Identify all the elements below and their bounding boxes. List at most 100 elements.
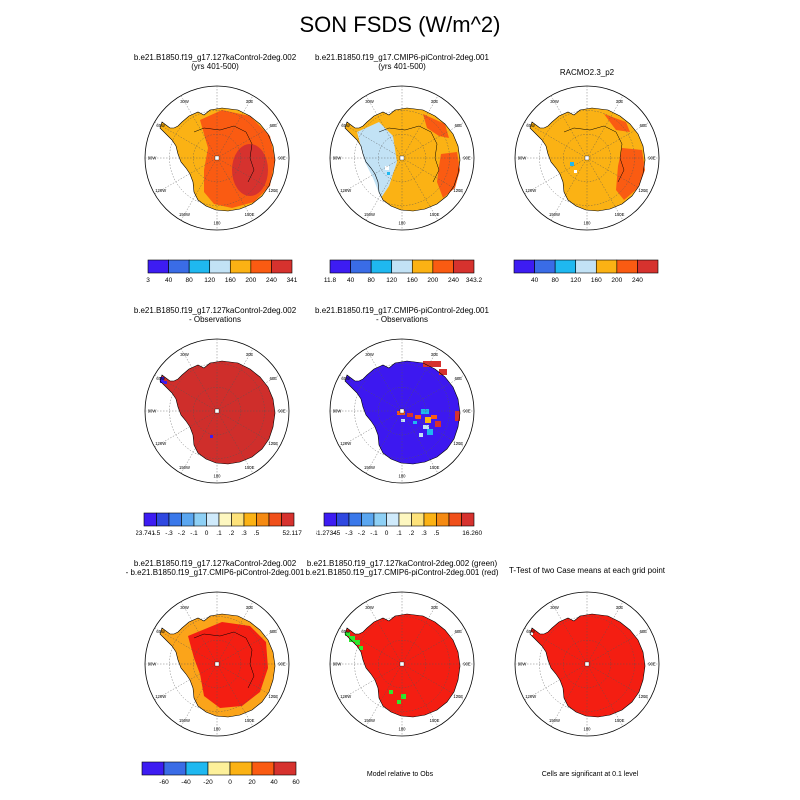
longitude-label: 120E — [638, 694, 648, 699]
field-cell — [407, 413, 413, 417]
colorbar-tick-label: 341 — [287, 277, 298, 284]
longitude-label: 120W — [155, 441, 166, 446]
field-cell — [423, 425, 429, 429]
ice-contour — [378, 125, 440, 183]
field-cell — [210, 435, 213, 438]
longitude-label: 150W — [179, 212, 190, 217]
colorbar-tick-label: -40 — [181, 779, 191, 786]
colorbar-swatch — [229, 761, 253, 776]
longitude-label: 60E — [455, 629, 463, 634]
field-cell — [401, 419, 405, 422]
longitude-label: 90W — [148, 662, 157, 667]
colorbar-swatch — [575, 259, 597, 274]
colorbar-swatch — [361, 512, 375, 527]
longitude-label: 60W — [156, 629, 165, 634]
latitude-circle — [539, 110, 635, 206]
longitude-label: 150E — [615, 718, 625, 723]
colorbar-tick-label: 160 — [591, 277, 602, 284]
longitude-label: 120E — [268, 694, 278, 699]
colorbar-p12: 11.8 40 80 120 160 200 240 343.2 — [324, 259, 482, 284]
longitude-label: 150E — [245, 465, 255, 470]
longitude-label: 90W — [333, 409, 342, 414]
longitude-label: 30E — [431, 605, 439, 610]
map-panel-p12: 30E 60E 90E 120E 150E 180 150W 120W 90W 60W 30W — [329, 85, 475, 231]
longitude-label: 90W — [518, 156, 527, 161]
colorbar-tick-label: 0 — [228, 779, 232, 786]
colorbar-p21: -23.741-.5 -.3 -.2 -.1 0 .1 .2 .3 .5 52.1175 — [136, 512, 302, 537]
longitude-label: 180 — [214, 727, 222, 732]
longitude-label: 60E — [270, 629, 278, 634]
field-cell — [359, 646, 363, 650]
colorbar-tick-label: 0 — [385, 530, 389, 537]
longitude-label: 30W — [550, 605, 559, 610]
coastline — [159, 360, 276, 465]
longitude-label: 150W — [549, 212, 560, 217]
longitude-label: 30W — [365, 99, 374, 104]
field-cell — [431, 415, 437, 419]
colorbar-swatch — [423, 512, 437, 527]
colorbar-swatch — [156, 512, 170, 527]
colorbar-swatch — [251, 761, 275, 776]
colorbar-tick-label: 200 — [245, 277, 256, 284]
pole-marker — [399, 661, 405, 667]
map-panel-p11: 30E 60E 90E 120E 150E 180 150W 120W 90W 60W 30W — [144, 85, 290, 231]
colorbar-tick-label: -.1 — [370, 530, 378, 537]
colorbar-swatch — [554, 259, 577, 274]
map-panel-p22: 30E 60E 90E 120E 150E 180 150W 120W 90W 60W 30W — [329, 338, 475, 484]
map-panel-p32: 30E 60E 90E 120E 150E 180 150W 120W 90W 60W 30W — [329, 591, 475, 737]
longitude-label: 90W — [333, 156, 342, 161]
longitude-label: 180 — [214, 221, 222, 226]
colorbar-tick-label: 200 — [427, 277, 438, 284]
field-cell — [455, 411, 460, 421]
longitude-label: 90E — [648, 662, 656, 667]
map-panel-p33: 30E 60E 90E 120E 150E 180 150W 120W 90W 60W 30W — [514, 591, 660, 737]
colorbar-swatch — [256, 512, 270, 527]
longitude-label: 60E — [270, 123, 278, 128]
longitude-label: 150W — [179, 465, 190, 470]
colorbar-swatch — [206, 512, 220, 527]
field-cell — [345, 632, 350, 636]
colorbar-tick-label: 200 — [611, 277, 622, 284]
field-cell — [423, 361, 441, 367]
colorbar-tick-label: 120 — [386, 277, 397, 284]
colorbar-swatch — [329, 259, 351, 274]
longitude-label: 30E — [246, 99, 254, 104]
longitude-label: 90W — [148, 409, 157, 414]
field-region — [232, 144, 268, 196]
colorbar-swatch — [616, 259, 638, 274]
colorbar-swatch — [595, 259, 618, 274]
colorbar-p31: -60 -40 -20 0 20 40 60 — [141, 761, 300, 786]
longitude-label: 180 — [584, 727, 592, 732]
field-cell — [401, 694, 406, 699]
map-panel-p21: 30E 60E 90E 120E 150E 180 150W 120W 90W 60W 30W — [144, 338, 290, 484]
longitude-label: 150W — [549, 718, 560, 723]
colorbar-swatch — [271, 259, 293, 274]
colorbar-swatch — [268, 512, 282, 527]
colorbar-tick-label: 80 — [186, 277, 194, 284]
colorbar-tick-label: -.2 — [358, 530, 366, 537]
colorbar-tick-label: .2 — [409, 530, 415, 537]
longitude-label: 30E — [431, 99, 439, 104]
longitude-label: 60E — [640, 629, 648, 634]
colorbar-swatch — [143, 512, 157, 527]
colorbar-tick-label: -23.741 — [136, 530, 155, 537]
colorbar-swatch — [188, 259, 211, 274]
ice-contour — [193, 125, 255, 183]
longitude-label: 120W — [525, 694, 536, 699]
colorbar-swatch — [168, 512, 182, 527]
longitude-label: 120W — [155, 694, 166, 699]
colorbar-tick-label: -.3 — [345, 530, 353, 537]
field-cell — [421, 409, 429, 414]
longitude-label: 60E — [455, 123, 463, 128]
longitude-label: 180 — [399, 727, 407, 732]
longitude-label: 90E — [278, 409, 286, 414]
panel-title-p32: b.e21.B1850.f19_g17.127kaControl-2deg.00… — [305, 559, 499, 577]
longitude-label: 180 — [399, 474, 407, 479]
field-cell — [419, 433, 423, 437]
longitude-label: 90W — [148, 156, 157, 161]
colorbar-swatch — [209, 259, 231, 274]
longitude-label: 90W — [333, 662, 342, 667]
field-cell — [164, 381, 167, 384]
ice-contour — [563, 125, 625, 183]
longitude-label: 60E — [640, 123, 648, 128]
